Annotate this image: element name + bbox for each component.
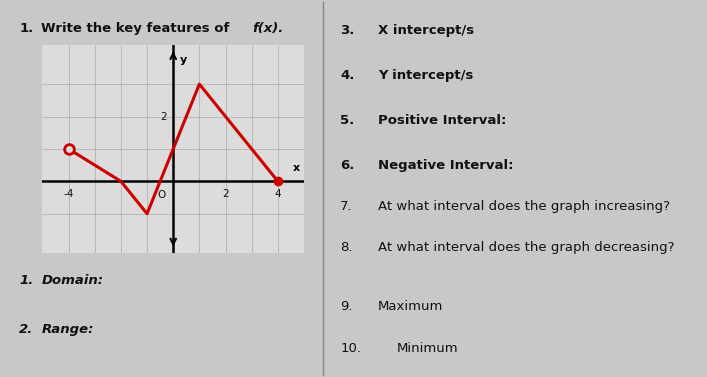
Text: Negative Interval:: Negative Interval: [378, 159, 514, 172]
Text: 2.: 2. [19, 323, 33, 336]
Text: At what interval does the graph increasing?: At what interval does the graph increasi… [378, 200, 670, 213]
Text: 8.: 8. [340, 241, 353, 254]
Text: Positive Interval:: Positive Interval: [378, 114, 506, 127]
Text: 1.: 1. [19, 274, 33, 287]
Text: 7.: 7. [340, 200, 353, 213]
Text: -4: -4 [64, 189, 74, 199]
Text: O: O [158, 190, 166, 201]
Text: X intercept/s: X intercept/s [378, 24, 474, 37]
Text: Maximum: Maximum [378, 300, 443, 313]
Text: 10.: 10. [340, 342, 361, 354]
Text: y: y [180, 55, 187, 65]
Text: Minimum: Minimum [397, 342, 459, 354]
Text: Range:: Range: [41, 323, 93, 336]
Text: x: x [293, 163, 300, 173]
Text: 1.: 1. [19, 22, 33, 35]
Text: 9.: 9. [340, 300, 353, 313]
Text: 6.: 6. [340, 159, 355, 172]
Text: 4: 4 [274, 189, 281, 199]
Text: Domain:: Domain: [41, 274, 103, 287]
Text: f(x).: f(x). [252, 22, 284, 35]
Text: Y intercept/s: Y intercept/s [378, 69, 474, 82]
Text: 5.: 5. [340, 114, 355, 127]
Text: 2: 2 [160, 112, 167, 121]
Text: 4.: 4. [340, 69, 355, 82]
Text: 3.: 3. [340, 24, 355, 37]
Text: 2: 2 [222, 189, 229, 199]
Text: Write the key features of: Write the key features of [41, 22, 234, 35]
Text: At what interval does the graph decreasing?: At what interval does the graph decreasi… [378, 241, 674, 254]
